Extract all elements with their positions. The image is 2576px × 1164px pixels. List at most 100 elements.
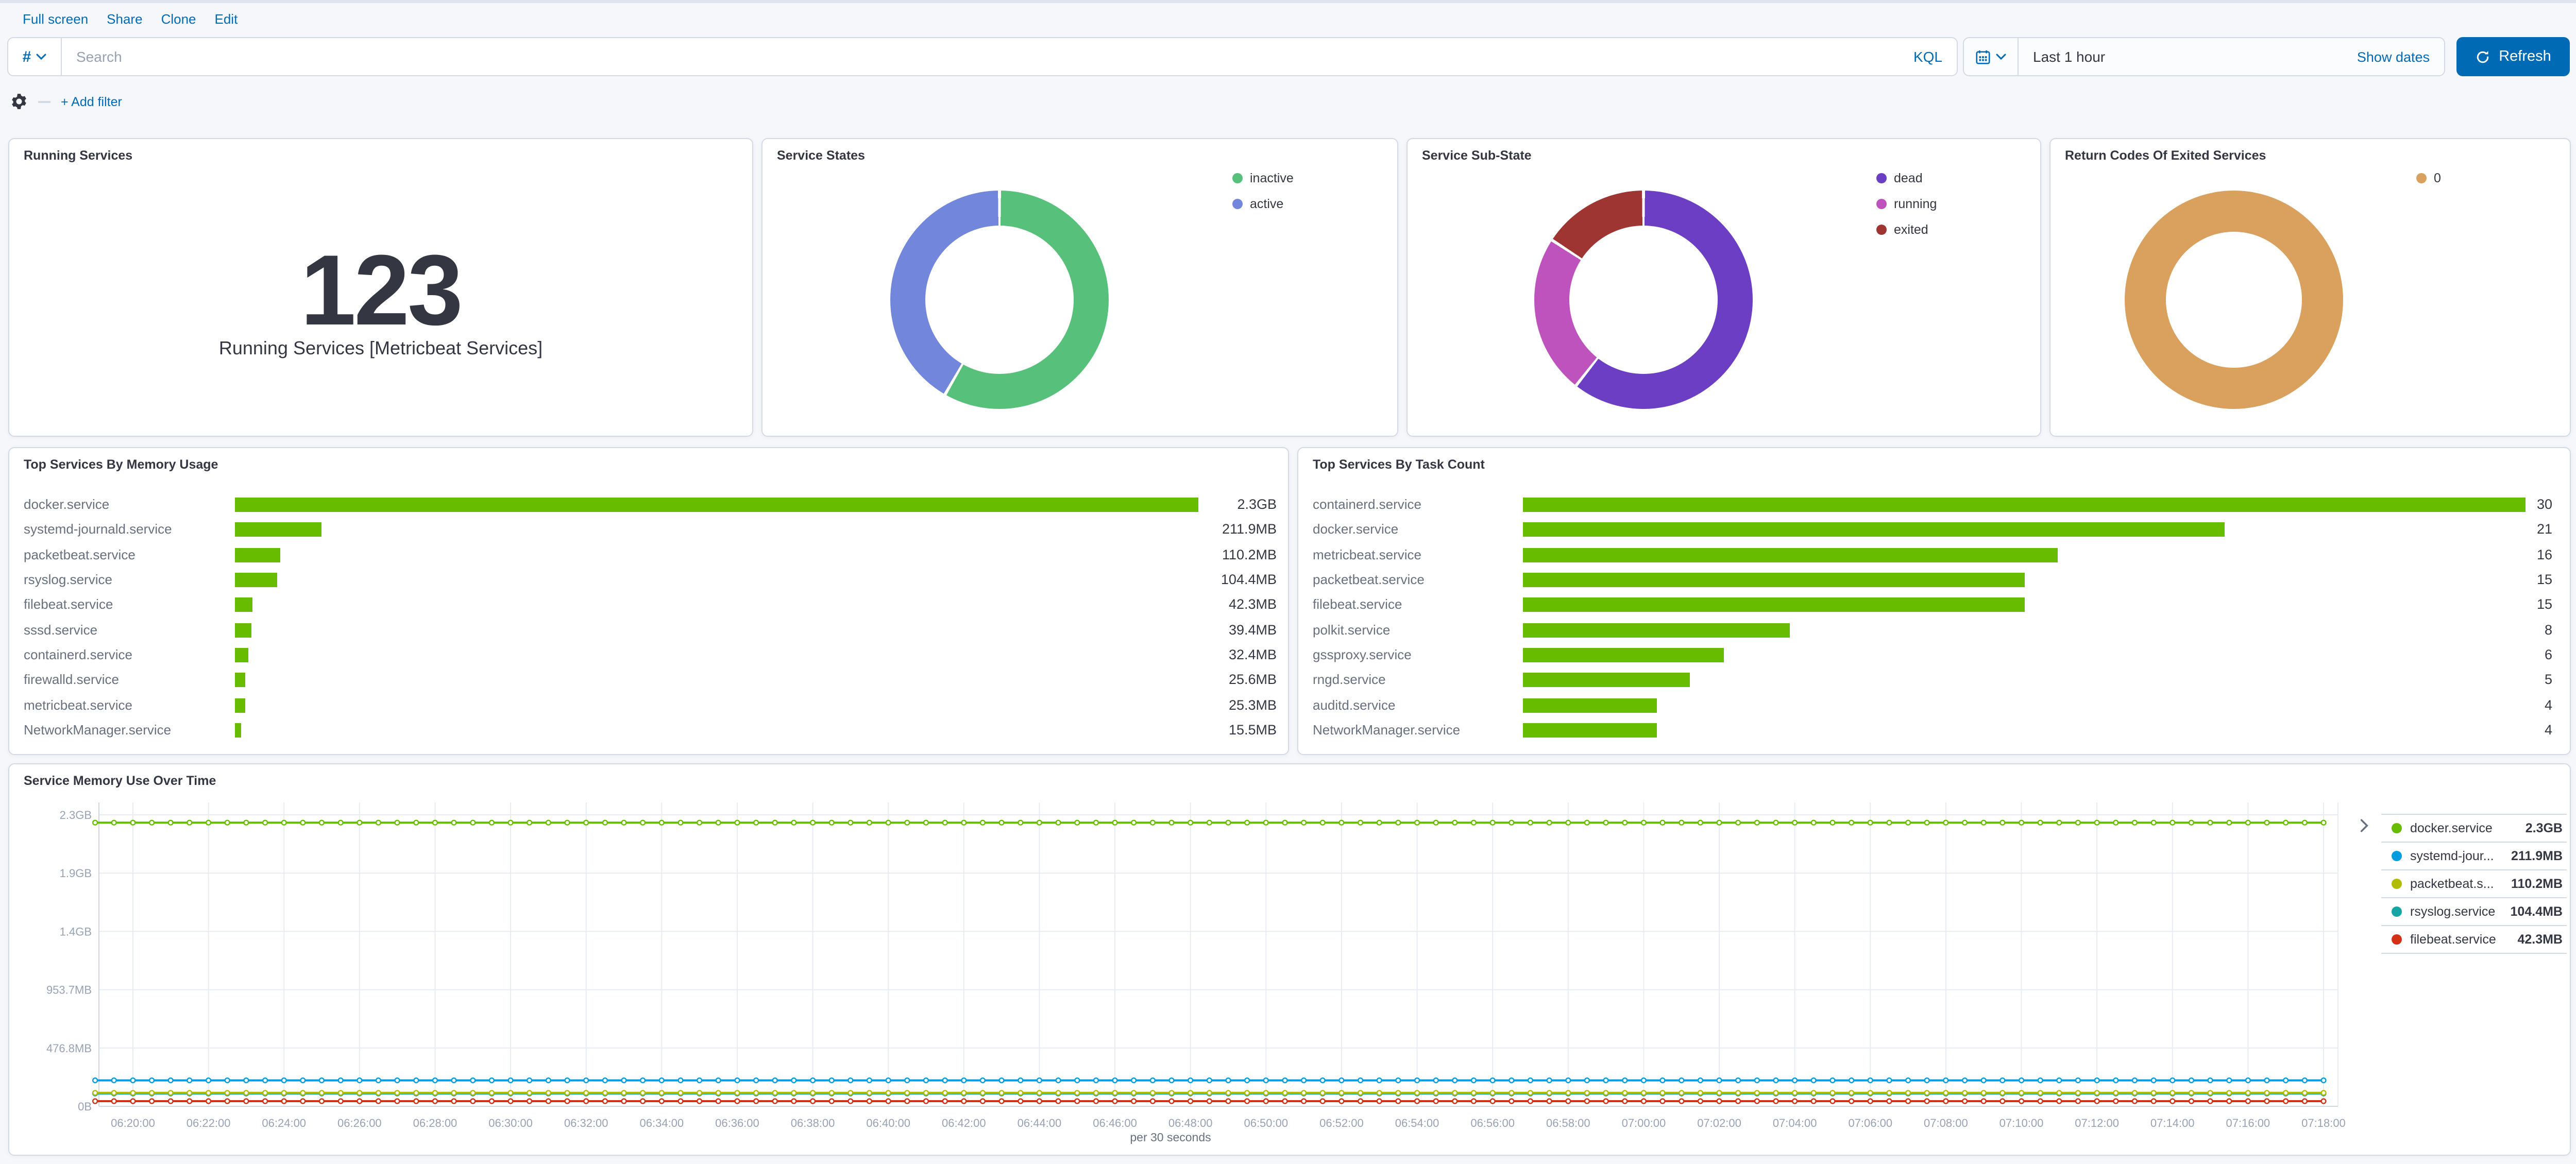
series-point <box>1452 1090 1458 1096</box>
series-point <box>1452 1077 1458 1084</box>
series-point <box>2037 1077 2043 1084</box>
query-language-button[interactable]: KQL <box>1913 48 1942 65</box>
series-point <box>130 1077 136 1084</box>
legend-item[interactable]: systemd-jour... 211.9MB <box>2381 842 2567 869</box>
series-point <box>470 1077 476 1084</box>
panel-memory-over-time: Service Memory Use Over Time 06:20:00 06:… <box>8 763 2571 1156</box>
series-point <box>961 1090 967 1096</box>
series-point <box>1773 1098 1779 1104</box>
legend-item[interactable]: filebeat.service 42.3MB <box>2381 925 2567 954</box>
series-point <box>1980 1090 1987 1096</box>
bar-label: docker.service <box>1313 521 1399 537</box>
show-dates-button[interactable]: Show dates <box>2357 49 2430 64</box>
legend-item[interactable]: docker.service 2.3GB <box>2381 814 2567 842</box>
series-point <box>602 1090 608 1096</box>
series-point <box>885 819 891 826</box>
x-tick-label: 06:30:00 <box>488 1117 533 1129</box>
series-point <box>2264 1077 2270 1084</box>
search-input[interactable] <box>62 48 1913 65</box>
series-point <box>1452 819 1458 826</box>
series-point <box>1414 819 1420 826</box>
series-point <box>961 819 967 826</box>
series-point <box>979 1098 986 1104</box>
bar-value: 4 <box>2544 722 2552 738</box>
series-point <box>1735 819 1741 826</box>
legend-item[interactable]: packetbeat.s... 110.2MB <box>2381 869 2567 897</box>
series-point <box>2113 819 2119 826</box>
series-point <box>300 1090 306 1096</box>
nav-link-full-screen[interactable]: Full screen <box>23 11 89 27</box>
bar-value: 15 <box>2536 596 2552 612</box>
nav-link-share[interactable]: Share <box>107 11 143 27</box>
legend-label: 0 <box>2434 171 2441 185</box>
series-point <box>753 1098 759 1104</box>
bar <box>235 547 280 562</box>
x-tick-label: 07:16:00 <box>2226 1117 2270 1129</box>
series-point <box>451 819 457 826</box>
legend-item[interactable]: active <box>1232 197 1283 211</box>
series-point <box>1980 1077 1987 1084</box>
series-point <box>1338 1098 1345 1104</box>
series-point <box>2075 1090 2081 1096</box>
series-point <box>677 819 684 826</box>
series-point <box>583 1090 589 1096</box>
series-point <box>243 1077 249 1084</box>
bar <box>235 698 246 713</box>
add-filter-button[interactable]: + Add filter <box>61 94 122 109</box>
x-tick-label: 07:14:00 <box>2150 1117 2195 1129</box>
series-point <box>1849 1098 1855 1104</box>
legend-item[interactable]: inactive <box>1232 171 1294 185</box>
series-point <box>2226 1077 2232 1084</box>
series-point <box>1206 819 1213 826</box>
series-point <box>413 819 419 826</box>
series-point <box>2075 1077 2081 1084</box>
saved-query-menu-button[interactable]: # <box>8 38 62 75</box>
series-point <box>130 1090 136 1096</box>
series-point <box>1018 1090 1024 1096</box>
series-point <box>753 819 759 826</box>
legend-dot-icon <box>2392 851 2402 861</box>
time-range-value[interactable]: Last 1 hour <box>2033 48 2106 65</box>
series-point <box>1282 1090 1288 1096</box>
series-point <box>1829 819 1836 826</box>
series-point <box>1074 1098 1080 1104</box>
series-point <box>1509 1098 1515 1104</box>
series-point <box>904 1098 910 1104</box>
series-point <box>1886 1090 1892 1096</box>
legend-item[interactable]: exited <box>1876 222 1928 237</box>
x-tick-label: 06:48:00 <box>1168 1117 1213 1129</box>
series-point <box>318 1098 325 1104</box>
legend-collapse-button[interactable] <box>2359 819 2370 832</box>
bar-value: 39.4MB <box>1228 622 1277 638</box>
series-point <box>394 1090 400 1096</box>
gear-icon[interactable] <box>10 93 28 110</box>
quick-select-button[interactable] <box>1964 38 2019 75</box>
series-point <box>979 1077 986 1084</box>
series-point <box>1679 819 1685 826</box>
series-point <box>1358 1077 1364 1084</box>
series-point <box>1149 1077 1156 1084</box>
panel-top-tasks: Top Services By Task Count containerd.se… <box>1297 447 2571 755</box>
nav-link-clone[interactable]: Clone <box>161 11 196 27</box>
series-point <box>734 819 740 826</box>
refresh-button[interactable]: Refresh <box>2456 37 2570 76</box>
series-point <box>243 1090 249 1096</box>
series-point <box>696 1077 703 1084</box>
series-point <box>828 1077 835 1084</box>
series-point <box>507 1077 514 1084</box>
series-point <box>1168 1077 1175 1084</box>
legend-dot-icon <box>1232 199 1243 209</box>
legend-item[interactable]: running <box>1876 197 1937 211</box>
series-point <box>2188 1098 2195 1104</box>
legend-dot-icon <box>2392 823 2402 833</box>
series-point <box>111 1098 117 1104</box>
series-point <box>1433 819 1439 826</box>
series-point <box>1792 1098 1798 1104</box>
legend-item[interactable]: rsyslog.service 104.4MB <box>2381 897 2567 925</box>
series-point <box>2283 819 2289 826</box>
nav-link-edit[interactable]: Edit <box>214 11 238 27</box>
legend-item[interactable]: 0 <box>2416 171 2441 185</box>
bar-label: polkit.service <box>1313 622 1391 638</box>
legend-label: rsyslog.service <box>2410 904 2496 919</box>
legend-item[interactable]: dead <box>1876 171 1923 185</box>
